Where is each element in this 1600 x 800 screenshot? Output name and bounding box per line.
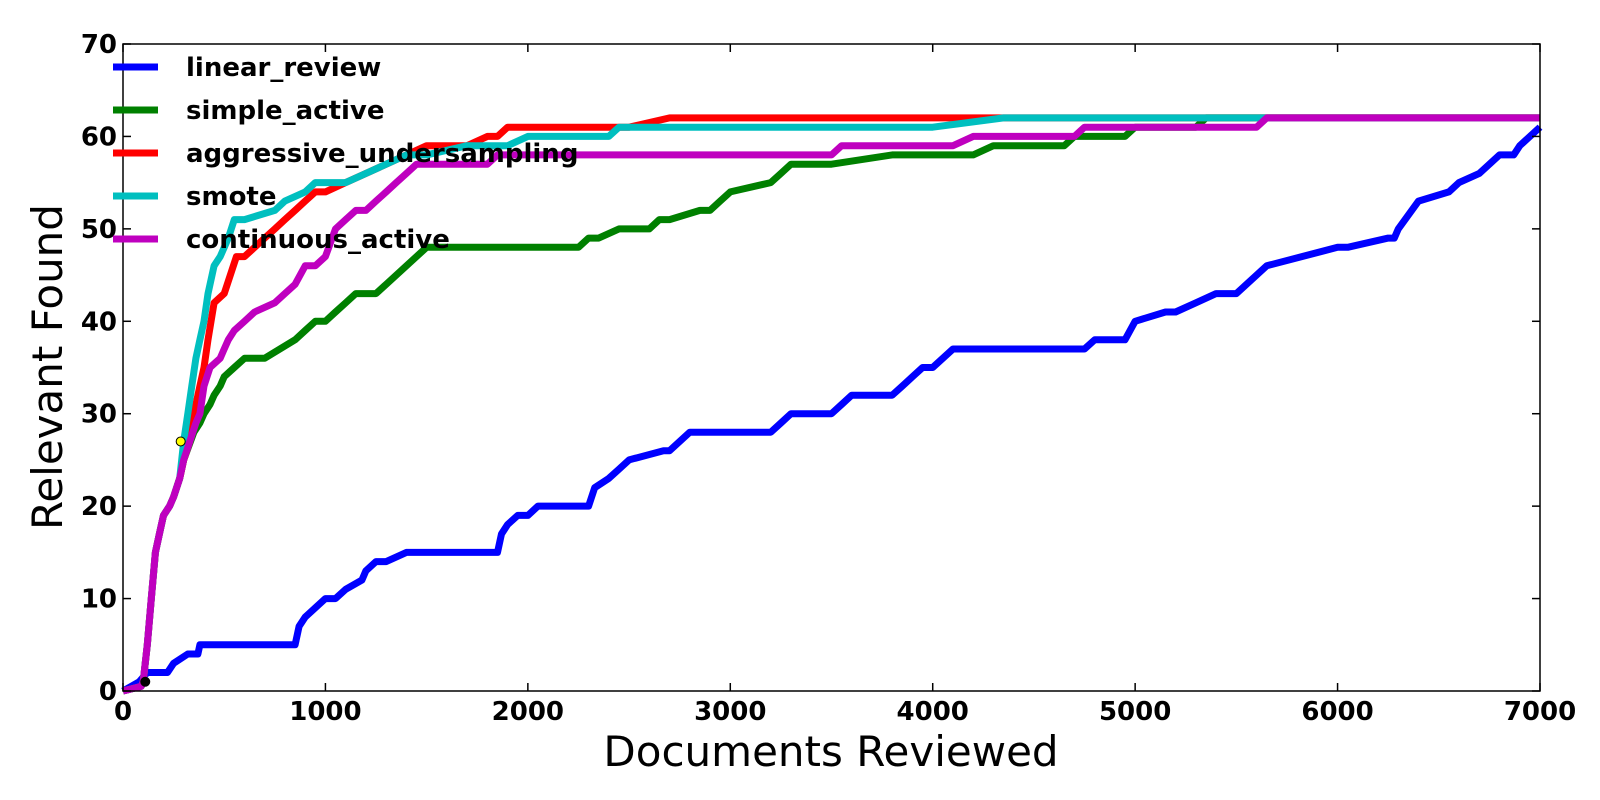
data-marker-0 xyxy=(140,676,151,687)
legend-label-smote: smote xyxy=(186,182,277,212)
x-tick-label: 2000 xyxy=(492,697,564,727)
x-axis-label: Documents Reviewed xyxy=(603,727,1058,776)
y-axis-label: Relevant Found xyxy=(23,204,72,530)
y-tick-label: 50 xyxy=(81,215,117,245)
series-line-aggressive-undersampling xyxy=(122,114,1540,695)
tick-layer: 0 1000 2000 3000 4000 5000 6000 7000 0 10 20 30 40 50… xyxy=(81,30,1576,727)
x-tick-label: 6000 xyxy=(1301,697,1373,727)
y-tick-label: 40 xyxy=(81,307,117,337)
y-tick-label: 10 xyxy=(81,585,117,615)
y-tick-label: 60 xyxy=(81,122,117,152)
legend-label-continuous-active: continuous_active xyxy=(186,225,450,255)
x-tick-label: 0 xyxy=(114,697,132,727)
y-tick-label: 30 xyxy=(81,400,117,430)
series-layer xyxy=(121,114,1543,695)
data-marker-1 xyxy=(175,436,186,447)
series-line-continuous-active xyxy=(122,114,1540,695)
series-line-smote xyxy=(122,114,1540,695)
y-tick-label: 20 xyxy=(81,492,117,522)
series-line-linear-review xyxy=(121,124,1543,695)
plot-frame xyxy=(122,43,1541,692)
legend-label-simple-active: simple_active xyxy=(186,96,385,126)
y-tick-label: 0 xyxy=(99,677,117,707)
x-tick-label: 4000 xyxy=(897,697,969,727)
x-tick-label: 7000 xyxy=(1504,697,1576,727)
legend-label-linear-review: linear_review xyxy=(186,53,381,83)
x-tick-label: 5000 xyxy=(1099,697,1171,727)
y-tick-label: 70 xyxy=(81,30,117,60)
legend-label-aggressive-undersampling: aggressive_undersampling xyxy=(186,139,578,169)
legend: linear_review simple_active aggressive_und… xyxy=(113,53,578,255)
x-tick-label: 3000 xyxy=(694,697,766,727)
marker-layer xyxy=(140,436,186,687)
series-line-simple-active xyxy=(122,114,1540,695)
x-tick-label: 1000 xyxy=(289,697,361,727)
